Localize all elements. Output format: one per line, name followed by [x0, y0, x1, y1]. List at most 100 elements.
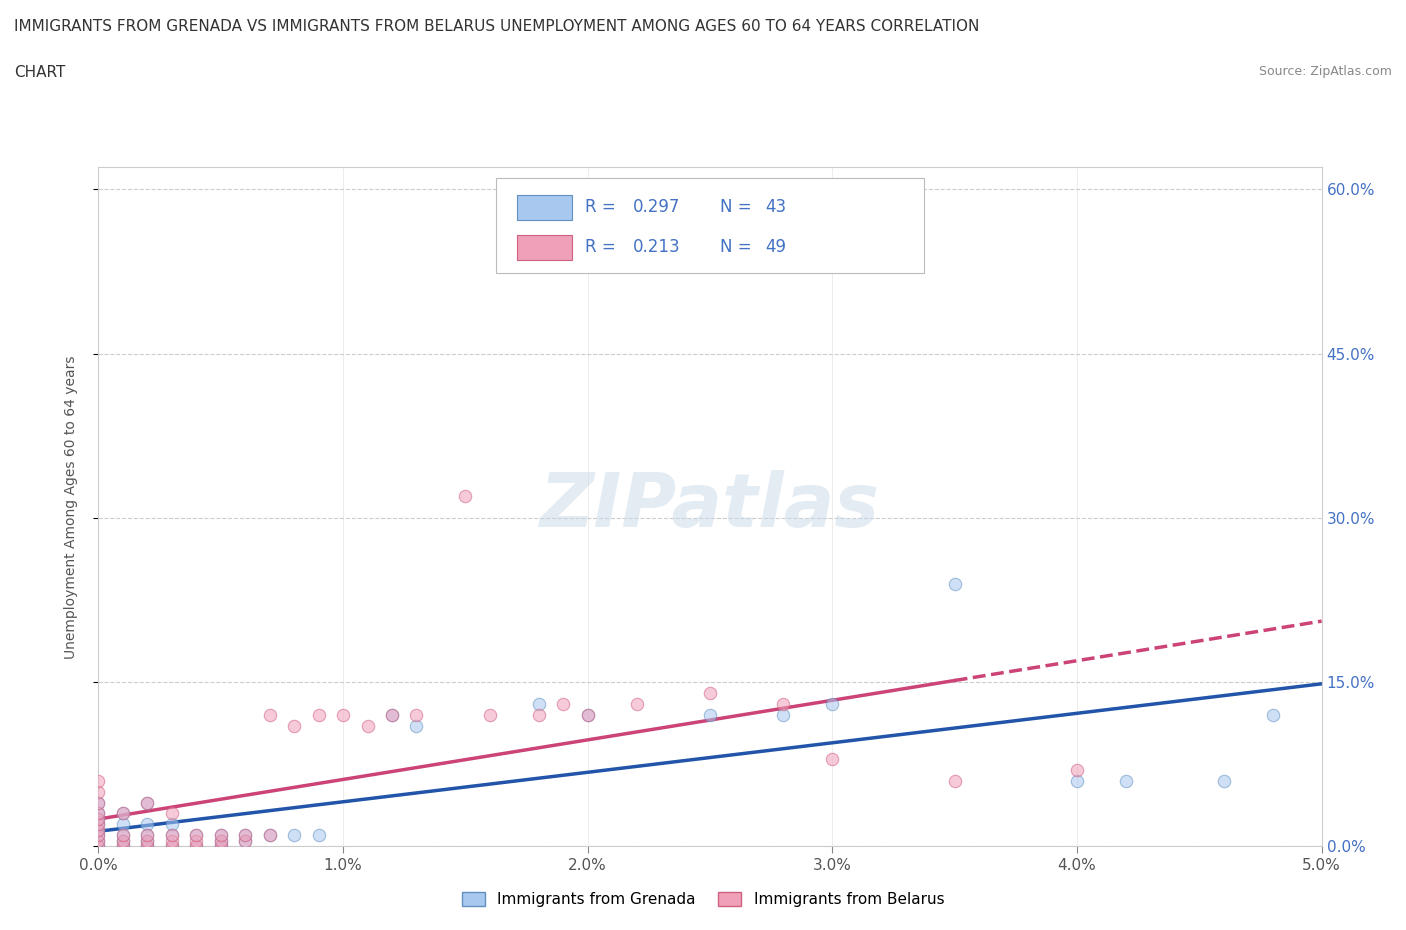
Point	[160, 833, 183, 848]
Text: N =: N =	[720, 238, 756, 256]
Point	[699, 708, 721, 723]
Point	[87, 822, 110, 837]
Point	[209, 839, 232, 854]
Point	[87, 812, 110, 827]
Point	[111, 806, 134, 821]
Point	[160, 828, 183, 843]
Point	[111, 817, 134, 831]
Point	[186, 828, 208, 843]
Point	[160, 806, 183, 821]
Point	[527, 708, 550, 723]
Point	[283, 718, 305, 733]
Point	[186, 828, 208, 843]
Point	[405, 718, 427, 733]
Point	[259, 828, 281, 843]
Point	[454, 488, 477, 503]
Point	[186, 839, 208, 854]
Point	[332, 708, 354, 723]
Point	[111, 833, 134, 848]
Point	[160, 839, 183, 854]
Text: 43: 43	[765, 198, 786, 217]
Point	[136, 795, 159, 810]
Point	[209, 839, 232, 854]
Point	[1212, 773, 1234, 788]
Point	[259, 828, 281, 843]
Point	[772, 708, 794, 723]
Text: N =: N =	[720, 198, 756, 217]
Point	[111, 828, 134, 843]
Point	[576, 708, 599, 723]
Point	[87, 833, 110, 848]
Y-axis label: Unemployment Among Ages 60 to 64 years: Unemployment Among Ages 60 to 64 years	[63, 355, 77, 658]
Text: Source: ZipAtlas.com: Source: ZipAtlas.com	[1258, 65, 1392, 78]
Point	[1066, 773, 1088, 788]
Text: 0.297: 0.297	[633, 198, 681, 217]
Point	[1066, 763, 1088, 777]
Point	[87, 817, 110, 831]
Point	[626, 697, 648, 711]
Point	[87, 833, 110, 848]
Point	[772, 697, 794, 711]
Point	[233, 828, 256, 843]
Text: 0.213: 0.213	[633, 238, 681, 256]
Point	[136, 795, 159, 810]
Point	[553, 697, 575, 711]
Point	[943, 576, 966, 591]
Point	[527, 697, 550, 711]
Text: R =: R =	[585, 238, 621, 256]
Point	[1115, 773, 1137, 788]
Point	[87, 773, 110, 788]
Point	[160, 839, 183, 854]
Point	[308, 708, 330, 723]
Point	[87, 817, 110, 831]
FancyBboxPatch shape	[517, 195, 572, 219]
Point	[111, 806, 134, 821]
Text: IMMIGRANTS FROM GRENADA VS IMMIGRANTS FROM BELARUS UNEMPLOYMENT AMONG AGES 60 TO: IMMIGRANTS FROM GRENADA VS IMMIGRANTS FR…	[14, 19, 980, 33]
Point	[111, 833, 134, 848]
Point	[136, 817, 159, 831]
Point	[87, 839, 110, 854]
Point	[478, 708, 501, 723]
Point	[209, 833, 232, 848]
Point	[186, 833, 208, 848]
Point	[209, 828, 232, 843]
Point	[136, 833, 159, 848]
Point	[87, 812, 110, 827]
Point	[381, 708, 404, 723]
Point	[87, 828, 110, 843]
Text: R =: R =	[585, 198, 621, 217]
Point	[405, 708, 427, 723]
FancyBboxPatch shape	[496, 178, 924, 272]
Point	[87, 784, 110, 799]
Point	[356, 718, 378, 733]
Point	[87, 795, 110, 810]
Point	[381, 708, 404, 723]
Point	[160, 817, 183, 831]
Point	[136, 828, 159, 843]
Point	[233, 833, 256, 848]
Point	[87, 828, 110, 843]
Text: 49: 49	[765, 238, 786, 256]
Point	[821, 697, 844, 711]
Point	[943, 773, 966, 788]
Point	[111, 839, 134, 854]
Point	[87, 806, 110, 821]
Legend: Immigrants from Grenada, Immigrants from Belarus: Immigrants from Grenada, Immigrants from…	[456, 885, 950, 913]
Point	[259, 708, 281, 723]
Point	[87, 795, 110, 810]
Point	[233, 828, 256, 843]
Point	[136, 839, 159, 854]
Point	[111, 839, 134, 854]
Point	[821, 751, 844, 766]
Point	[308, 828, 330, 843]
Point	[233, 833, 256, 848]
Text: ZIPatlas: ZIPatlas	[540, 471, 880, 543]
Point	[87, 822, 110, 837]
Point	[87, 839, 110, 854]
Point	[136, 839, 159, 854]
Point	[87, 806, 110, 821]
Point	[111, 828, 134, 843]
Point	[576, 708, 599, 723]
Point	[160, 828, 183, 843]
Point	[699, 685, 721, 700]
